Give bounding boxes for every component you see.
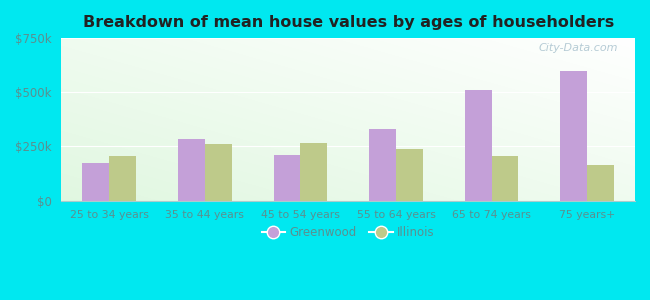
Bar: [300, 143, 327, 201]
Bar: [109, 156, 136, 201]
Bar: [465, 90, 491, 201]
Bar: [369, 129, 396, 201]
Text: City-Data.com: City-Data.com: [538, 43, 617, 53]
Bar: [587, 165, 614, 201]
Bar: [83, 163, 109, 201]
Legend: Greenwood, Illinois: Greenwood, Illinois: [257, 221, 439, 243]
Bar: [178, 139, 205, 201]
Bar: [560, 70, 587, 201]
Bar: [396, 148, 422, 201]
Bar: [274, 155, 300, 201]
Bar: [205, 144, 231, 201]
Title: Breakdown of mean house values by ages of householders: Breakdown of mean house values by ages o…: [83, 15, 614, 30]
Bar: [491, 156, 518, 201]
